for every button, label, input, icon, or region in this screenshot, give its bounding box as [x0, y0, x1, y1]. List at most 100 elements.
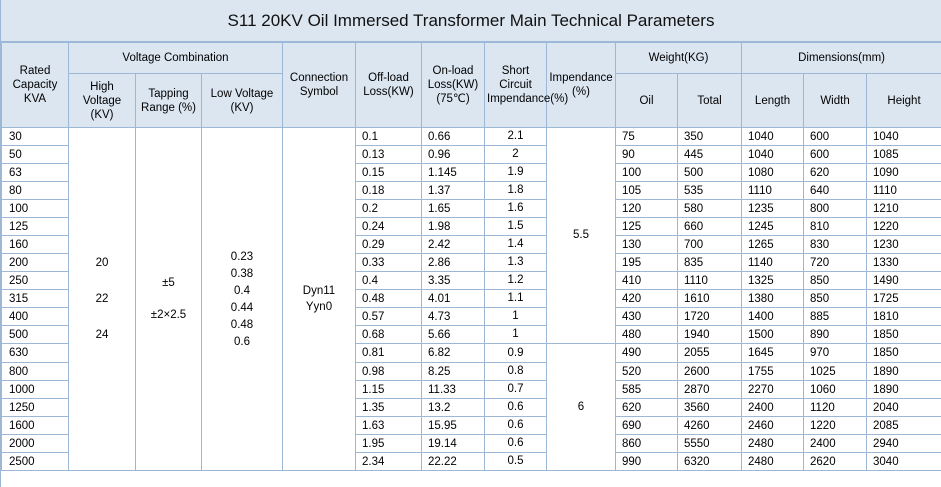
cell-capacity: 30 — [1, 127, 69, 146]
cell-capacity: 1250 — [1, 398, 69, 417]
cell-total-weight: 4260 — [676, 416, 743, 435]
cell-width: 640 — [803, 181, 868, 200]
cell-length: 2480 — [741, 434, 805, 453]
cell-connection-symbol: Dyn11 Yyn0 — [282, 127, 356, 471]
header-length: Length — [741, 73, 805, 128]
cell-total-weight: 1940 — [676, 325, 743, 344]
cell-total-weight: 835 — [676, 253, 743, 272]
cell-low-voltage-value: 0.44 — [230, 301, 254, 314]
table-title: S11 20KV Oil Immersed Transformer Main T… — [1, 0, 941, 42]
cell-length: 1110 — [741, 181, 805, 200]
table-row: 100 0.2 1.65 1.6 120 580 1235 800 1210 — [1, 199, 941, 218]
cell-width: 810 — [803, 217, 868, 236]
cell-capacity: 1000 — [1, 380, 69, 399]
cell-capacity: 400 — [1, 307, 69, 326]
cell-length: 1380 — [741, 289, 805, 308]
cell-width: 890 — [803, 325, 868, 344]
cell-length: 2460 — [741, 416, 805, 435]
cell-low-voltage-value: 0.23 — [230, 250, 254, 263]
cell-capacity: 80 — [1, 181, 69, 200]
cell-height: 1810 — [866, 307, 941, 326]
cell-short-circuit: 1.6 — [484, 199, 547, 218]
cell-low-voltage: 0.23 0.38 0.4 0.44 0.48 0.6 — [201, 127, 283, 471]
cell-oil-weight: 105 — [615, 181, 678, 200]
cell-off-load-loss: 0.29 — [355, 235, 422, 254]
cell-length: 1645 — [741, 343, 805, 363]
cell-total-weight: 1610 — [676, 289, 743, 308]
cell-on-load-loss: 11.33 — [421, 380, 485, 399]
cell-short-circuit: 2 — [484, 145, 547, 164]
cell-tapping-range: ±5 ±2×2.5 — [135, 127, 202, 471]
cell-short-circuit: 0.9 — [484, 343, 547, 363]
header-off-load-loss: Off-load Loss(KW) — [355, 42, 422, 128]
cell-height: 1850 — [866, 325, 941, 344]
table-row: 1600 1.63 15.95 0.6 690 4260 2460 1220 2085 — [1, 416, 941, 435]
table-row: 30 20 22 24 ±5 ±2×2.5 0.23 0.38 0.4 0.44 0.48 0.6 Dy… — [1, 127, 941, 471]
cell-width: 1120 — [803, 398, 868, 417]
cell-oil-weight: 620 — [615, 398, 678, 417]
cell-oil-weight: 430 — [615, 307, 678, 326]
header-rated-capacity: Rated Capacity KVA — [1, 42, 69, 128]
table-row: 2500 2.34 22.22 0.5 990 6320 2480 2620 3040 — [1, 452, 941, 471]
cell-connection-symbol-value: Dyn11 — [302, 285, 336, 297]
cell-capacity: 125 — [1, 217, 69, 236]
cell-length: 1080 — [741, 163, 805, 182]
cell-on-load-loss: 3.35 — [421, 271, 485, 290]
cell-short-circuit: 0.6 — [484, 434, 547, 453]
cell-total-weight: 2055 — [676, 343, 743, 363]
cell-on-load-loss: 4.01 — [421, 289, 485, 308]
cell-height: 1210 — [866, 199, 941, 218]
cell-short-circuit: 0.7 — [484, 380, 547, 399]
cell-high-voltage: 20 22 24 — [68, 127, 136, 471]
cell-on-load-loss: 13.2 — [421, 398, 485, 417]
cell-width: 970 — [803, 343, 868, 363]
cell-capacity: 100 — [1, 199, 69, 218]
table-row: 800 0.98 8.25 0.8 520 2600 1755 1025 1890 — [1, 362, 941, 381]
cell-width: 2400 — [803, 434, 868, 453]
cell-oil-weight: 420 — [615, 289, 678, 308]
cell-width: 600 — [803, 127, 868, 146]
cell-total-weight: 500 — [676, 163, 743, 182]
cell-off-load-loss: 0.81 — [355, 343, 422, 363]
cell-off-load-loss: 0.48 — [355, 289, 422, 308]
cell-on-load-loss: 6.82 — [421, 343, 485, 363]
cell-width: 720 — [803, 253, 868, 272]
cell-height: 1330 — [866, 253, 941, 272]
header-weight: Weight(KG) — [614, 42, 743, 74]
header-short-circuit: Short Circuit Impendance(%) — [484, 42, 568, 128]
cell-short-circuit: 0.6 — [484, 398, 547, 417]
cell-low-voltage-value: 0.38 — [230, 267, 254, 280]
cell-length: 1265 — [741, 235, 805, 254]
cell-tapping-range-value: ±5 — [162, 277, 175, 289]
cell-off-load-loss: 0.13 — [355, 145, 422, 164]
cell-height: 2940 — [866, 434, 941, 453]
cell-height: 3040 — [866, 452, 941, 471]
cell-on-load-loss: 2.86 — [421, 253, 485, 272]
table-body: 30 20 22 24 ±5 ±2×2.5 0.23 0.38 0.4 0.44 0.48 0.6 Dy… — [1, 127, 941, 471]
cell-total-weight: 700 — [676, 235, 743, 254]
cell-length: 2400 — [741, 398, 805, 417]
cell-impedance-6: 6 — [546, 343, 616, 471]
cell-length: 2270 — [741, 380, 805, 399]
cell-off-load-loss: 0.57 — [355, 307, 422, 326]
cell-off-load-loss: 2.34 — [355, 452, 422, 471]
cell-length: 1400 — [741, 307, 805, 326]
cell-on-load-loss: 5.66 — [421, 325, 485, 344]
cell-capacity: 630 — [1, 343, 69, 363]
cell-height: 1085 — [866, 145, 941, 164]
cell-oil-weight: 520 — [615, 362, 678, 381]
cell-short-circuit: 0.5 — [484, 452, 547, 471]
cell-oil-weight: 690 — [615, 416, 678, 435]
cell-oil-weight: 90 — [615, 145, 678, 164]
cell-total-weight: 535 — [676, 181, 743, 200]
cell-length: 1245 — [741, 217, 805, 236]
cell-capacity: 160 — [1, 235, 69, 254]
cell-width: 885 — [803, 307, 868, 326]
cell-total-weight: 3560 — [676, 398, 743, 417]
cell-width: 2620 — [803, 452, 868, 471]
header-tapping-range: Tapping Range (%) — [135, 73, 202, 128]
cell-total-weight: 5550 — [676, 434, 743, 453]
cell-capacity: 500 — [1, 325, 69, 344]
cell-height: 2040 — [866, 398, 941, 417]
cell-length: 1040 — [741, 127, 805, 146]
